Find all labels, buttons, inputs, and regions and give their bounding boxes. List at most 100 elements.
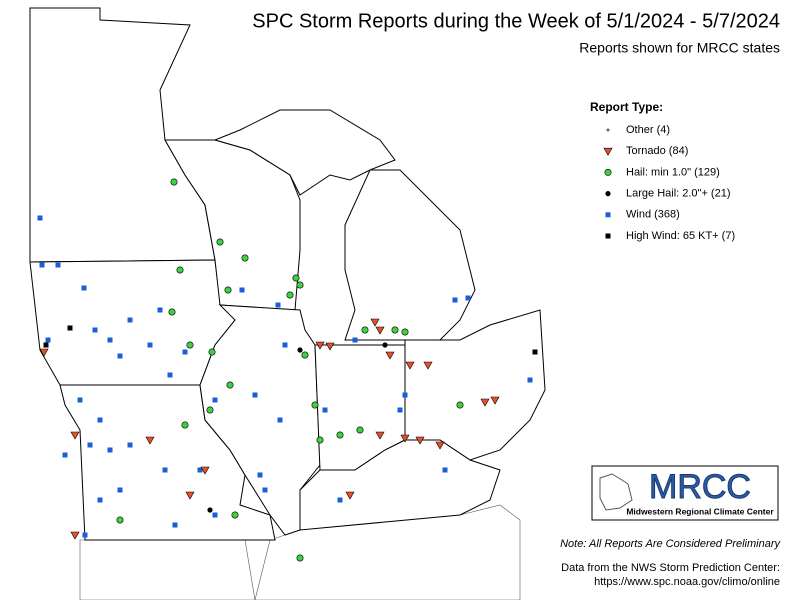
wind-marker [82, 532, 88, 538]
wind-marker [197, 467, 203, 473]
source: Data from the NWS Storm Prediction Cente… [561, 562, 780, 574]
wind-marker [322, 407, 328, 413]
wind-marker [162, 467, 168, 473]
hail-marker [361, 326, 369, 334]
wind-marker [337, 497, 343, 503]
wind-marker [62, 452, 68, 458]
hail-marker [168, 308, 176, 316]
hail-marker [356, 426, 364, 434]
hail-marker [224, 286, 232, 294]
wind-marker [442, 467, 448, 473]
hail-marker [286, 291, 294, 299]
title: SPC Storm Reports during the Week of 5/1… [252, 10, 780, 32]
wind-marker [182, 349, 188, 355]
logo-text: MRCC [649, 468, 751, 506]
note: Note: All Reports Are Considered Prelimi… [560, 538, 781, 550]
hail-marker [296, 281, 304, 289]
hail-marker [604, 168, 612, 176]
legend-label: Wind (368) [626, 209, 680, 221]
legend-title: Report Type: [590, 100, 663, 114]
tornado-marker [145, 436, 155, 445]
legend-label: Tornado (84) [626, 145, 688, 157]
high-wind-marker [43, 342, 49, 348]
wind-marker [239, 287, 245, 293]
wind-marker [117, 353, 123, 359]
hail-marker [296, 554, 304, 562]
tornado-marker [375, 431, 385, 440]
state [199, 304, 321, 536]
legend-label: High Wind: 65 KT+ (7) [626, 230, 735, 242]
wind-marker [397, 407, 403, 413]
wind-marker [37, 215, 43, 221]
hail-marker [231, 511, 239, 519]
wind-marker [45, 337, 51, 343]
state [299, 439, 501, 531]
hail-marker [456, 401, 464, 409]
hail-marker [336, 431, 344, 439]
wind-marker [262, 487, 268, 493]
tornado-marker [400, 434, 410, 443]
logo: MRCC Midwestern Regional Climate Center [591, 465, 779, 521]
wind-marker [257, 472, 263, 478]
hail-marker [170, 178, 178, 186]
tornado-marker [370, 318, 380, 327]
legend-label: Hail: min 1.0" (129) [626, 166, 720, 178]
logo-icon [599, 473, 633, 511]
wind-marker [352, 337, 358, 343]
tornado-marker [39, 348, 49, 357]
wind-marker [127, 442, 133, 448]
tornado-marker [200, 466, 210, 475]
tornado-marker [315, 341, 325, 350]
hail-marker [216, 238, 224, 246]
wind-marker [117, 487, 123, 493]
tornado-marker [345, 491, 355, 500]
large-hail-marker [605, 191, 611, 197]
wind-marker [282, 342, 288, 348]
wind-marker [39, 262, 45, 268]
tornado-marker [480, 398, 490, 407]
subtitle: Reports shown for MRCC states [579, 40, 780, 56]
tornado-marker [325, 342, 335, 351]
wind-marker [277, 417, 283, 423]
hail-marker [116, 516, 124, 524]
wind-marker [605, 212, 611, 218]
tornado-marker [405, 361, 415, 370]
hail-marker [401, 328, 409, 336]
wind-marker [127, 317, 133, 323]
tornado-marker [603, 147, 613, 156]
legend-label: Other (4) [626, 124, 670, 136]
tornado-marker [385, 351, 395, 360]
wind-marker [212, 397, 218, 403]
high-wind-marker [67, 325, 73, 331]
hail-marker [208, 348, 216, 356]
large-hail-marker [297, 347, 303, 353]
source-url: https://www.spc.noaa.gov/climo/online [594, 576, 780, 588]
hail-marker [206, 406, 214, 414]
hail-marker [181, 421, 189, 429]
report-markers [37, 178, 538, 562]
wind-marker [212, 512, 218, 518]
logo-subtitle: Midwestern Regional Climate Center [626, 506, 774, 516]
high-wind-marker [532, 349, 538, 355]
tornado-marker [423, 361, 433, 370]
hail-marker [176, 266, 184, 274]
legend: Report Type: Other (4) Tornado (84) Hail: … [590, 100, 735, 242]
large-hail-marker [382, 342, 388, 348]
hail-marker [301, 351, 309, 359]
tornado-marker [415, 436, 425, 445]
tornado-marker [490, 396, 500, 405]
high-wind-marker [605, 233, 611, 239]
state [213, 109, 396, 196]
hail-marker [226, 381, 234, 389]
hail-marker [391, 326, 399, 334]
wind-marker [275, 302, 281, 308]
wind-marker [167, 372, 173, 378]
wind-marker [77, 397, 83, 403]
tornado-marker [375, 326, 385, 335]
state [344, 169, 476, 341]
wind-marker [527, 377, 533, 383]
hail-marker [311, 401, 319, 409]
hail-marker [316, 436, 324, 444]
wind-marker [465, 295, 471, 301]
